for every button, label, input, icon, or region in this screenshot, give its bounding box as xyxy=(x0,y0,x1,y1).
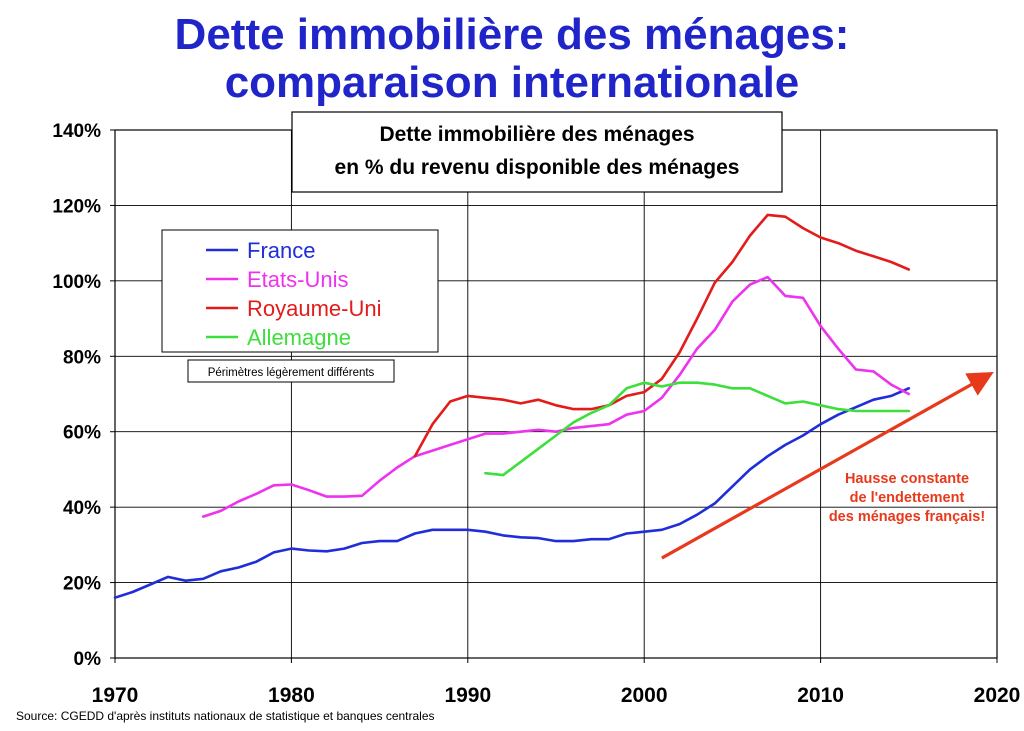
series-line-etats-unis xyxy=(201,275,911,518)
page-title-line-1: Dette immobilière des ménages: xyxy=(174,10,850,59)
series-line-royaume-uni xyxy=(413,213,911,458)
note-text: Périmètres légèrement différents xyxy=(208,367,375,379)
legend-label: Etats-Unis xyxy=(247,267,348,292)
annotation-line: Hausse constante xyxy=(845,471,969,487)
legend-label: Allemagne xyxy=(247,325,351,350)
legend-label: Royaume-Uni xyxy=(247,296,382,321)
axes: 0% 20% 40% 60% 80% 100% 120% 140% 1970 1980 1990 20… xyxy=(52,121,1020,707)
y-tick-label: 140% xyxy=(52,121,101,142)
y-tick-label: 20% xyxy=(63,574,101,595)
y-tick-label: 0% xyxy=(74,649,102,670)
annotation: Hausse constante de l'endettement des ména… xyxy=(829,471,985,525)
chart-title-line: Dette immobilière des ménages xyxy=(379,123,694,146)
plot-frame xyxy=(114,129,998,659)
x-tick-label: 1980 xyxy=(268,684,315,707)
y-tick-label: 80% xyxy=(63,347,101,368)
trend-arrow-line xyxy=(661,372,994,560)
annotation-line: des ménages français! xyxy=(829,509,985,525)
series-line-france xyxy=(113,386,911,600)
grid-lines xyxy=(114,129,998,659)
scope-note: Périmètres légèrement différents xyxy=(187,359,395,383)
y-tick-label: 100% xyxy=(52,272,101,293)
page-title-line-2: comparaison internationale xyxy=(224,58,800,107)
series-lines xyxy=(113,213,911,600)
y-tick-label: 60% xyxy=(63,423,101,444)
legend: France Etats-Unis Royaume-Uni Allemagne xyxy=(161,229,439,353)
series-line-allemagne xyxy=(484,381,911,477)
y-tick-label: 40% xyxy=(63,498,101,519)
y-tick-label: 120% xyxy=(52,196,101,217)
source-note: Source: CGEDD d'après instituts nationau… xyxy=(16,709,435,723)
x-tick-label: 1990 xyxy=(444,684,491,707)
x-tick-label: 2020 xyxy=(974,684,1021,707)
title-box-frame xyxy=(291,111,783,193)
legend-label: France xyxy=(247,238,315,263)
chart-title-line: en % du revenu disponible des ménages xyxy=(335,156,740,179)
x-tick-label: 2010 xyxy=(797,684,844,707)
chart-title-box: Dette immobilière des ménages en % du rev… xyxy=(291,111,783,193)
trend-arrow xyxy=(661,372,994,560)
note-frame xyxy=(187,359,395,383)
x-tick-label: 2000 xyxy=(621,684,668,707)
annotation-line: de l'endettement xyxy=(850,490,965,506)
x-tick-label: 1970 xyxy=(92,684,139,707)
